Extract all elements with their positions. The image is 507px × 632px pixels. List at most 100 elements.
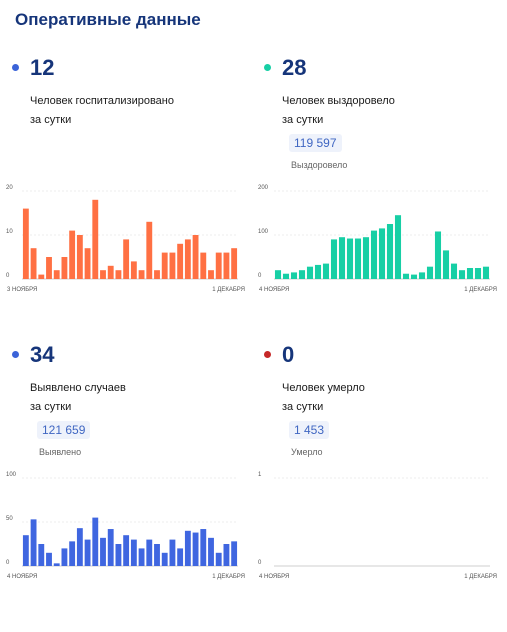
- bar: [378, 228, 386, 279]
- bar: [394, 215, 402, 279]
- bar: [322, 263, 330, 279]
- recovered-count: 28: [282, 55, 307, 80]
- bar: [138, 270, 145, 279]
- bar: [61, 548, 68, 566]
- bar: [38, 274, 45, 279]
- hospitalized-chart: 0 10 20 3 НОЯБРЯ 1 ДЕКАБРЯ: [6, 185, 245, 293]
- y-tick-label: 0: [258, 273, 262, 279]
- bar: [69, 230, 76, 279]
- bar: [354, 238, 362, 279]
- hospitalized-count: 12: [30, 55, 55, 80]
- bar: [282, 273, 290, 279]
- bar: [115, 270, 122, 279]
- bar: [215, 552, 222, 566]
- bar: [370, 230, 378, 279]
- deaths-count: 0: [282, 342, 295, 367]
- bar: [208, 537, 214, 566]
- bar: [458, 270, 466, 279]
- description-line-2: за сутки: [30, 114, 72, 126]
- bar: [22, 208, 29, 279]
- bar: [290, 272, 298, 279]
- bar: [92, 199, 99, 279]
- bar: [208, 270, 214, 279]
- bar: [53, 563, 60, 566]
- bar: [474, 268, 482, 279]
- bar: [450, 263, 458, 279]
- bar: [138, 548, 145, 566]
- bar: [84, 248, 91, 279]
- bar: [107, 265, 114, 279]
- bar: [177, 548, 184, 566]
- bar: [184, 239, 191, 279]
- detected-total-badge: 121 659: [37, 421, 91, 439]
- bar: [231, 248, 238, 279]
- bar: [177, 243, 184, 279]
- y-tick-label: 100: [6, 472, 17, 478]
- deaths-description: Человек умерло за сутки: [282, 379, 482, 417]
- y-tick-label: 0: [258, 560, 262, 566]
- bar: [53, 270, 60, 279]
- bar: [298, 270, 306, 279]
- bar: [123, 239, 130, 279]
- bar: [314, 264, 322, 279]
- bar: [169, 539, 176, 566]
- x-end-label: 1 ДЕКАБРЯ: [212, 287, 245, 293]
- bar: [146, 539, 153, 566]
- bar: [231, 541, 238, 566]
- x-start-label: 3 НОЯБРЯ: [7, 287, 37, 293]
- deaths-total-badge: 1 453: [289, 421, 330, 439]
- x-end-label: 1 ДЕКАБРЯ: [212, 574, 245, 580]
- bar: [434, 231, 442, 279]
- bar: [192, 235, 199, 279]
- deaths-panel: 0 Человек умерло за сутки 1 453 Умерло 0…: [258, 342, 504, 632]
- detected-total-label: Выявлено: [39, 447, 82, 457]
- bar: [154, 270, 160, 279]
- bar: [223, 252, 230, 279]
- bar: [130, 261, 137, 279]
- x-end-label: 1 ДЕКАБРЯ: [464, 287, 497, 293]
- bullet-dot: [12, 351, 19, 358]
- x-start-label: 4 НОЯБРЯ: [259, 287, 289, 293]
- bar: [22, 535, 29, 566]
- description-line-2: за сутки: [282, 401, 324, 413]
- description-line-1: Человек умерло: [282, 382, 365, 394]
- bar: [100, 537, 106, 566]
- bar: [38, 544, 45, 566]
- bar: [418, 272, 426, 279]
- bar: [30, 248, 37, 279]
- bullet-dot: [12, 64, 19, 71]
- bar: [46, 552, 52, 566]
- bar: [169, 252, 176, 279]
- bar: [346, 238, 354, 279]
- page-title: Оперативные данные: [15, 10, 201, 29]
- bar: [330, 239, 338, 279]
- y-tick-label: 0: [6, 560, 10, 566]
- x-start-label: 4 НОЯБРЯ: [7, 574, 37, 580]
- y-tick-label: 1: [258, 472, 262, 478]
- detected-panel: 34 Выявлено случаев за сутки 121 659 Выя…: [6, 342, 252, 632]
- description-line-1: Выявлено случаев: [30, 382, 126, 394]
- recovered-total-label: Выздоровело: [291, 160, 348, 170]
- bar: [362, 237, 370, 279]
- description-line-1: Человек госпитализировано: [30, 95, 174, 107]
- bar: [200, 529, 207, 566]
- bar: [76, 235, 83, 279]
- deaths-chart: 0 1 4 НОЯБРЯ 1 ДЕКАБРЯ: [258, 472, 497, 580]
- hospitalized-panel: 12 Человек госпитализировано за сутки 0 1…: [6, 55, 252, 345]
- bar: [69, 541, 76, 566]
- bar: [410, 274, 418, 279]
- bar: [184, 530, 191, 566]
- bar: [402, 273, 410, 279]
- description-line-2: за сутки: [30, 401, 72, 413]
- bar: [338, 237, 346, 279]
- y-tick-label: 50: [6, 516, 13, 522]
- bar: [161, 252, 168, 279]
- description-line-1: Человек выздоровело: [282, 95, 395, 107]
- x-end-label: 1 ДЕКАБРЯ: [464, 574, 497, 580]
- bar: [215, 252, 222, 279]
- bar: [107, 529, 114, 566]
- y-tick-label: 100: [258, 229, 269, 235]
- bar: [482, 266, 490, 279]
- bar: [274, 270, 282, 279]
- bar: [84, 539, 91, 566]
